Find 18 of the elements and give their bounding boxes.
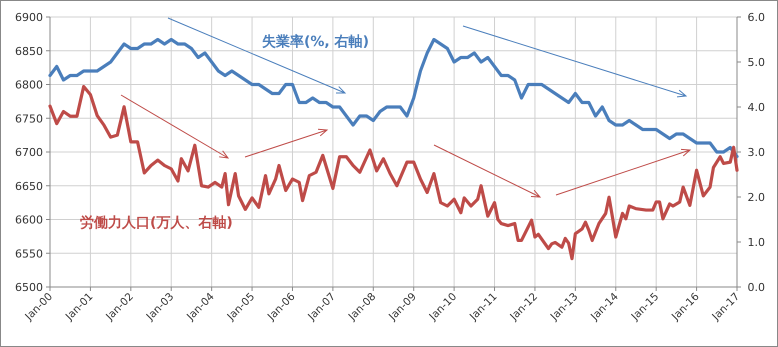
y2-tick-label: 6.0 (748, 11, 765, 24)
y2-tick-label: 5.0 (748, 56, 765, 69)
y2-tick-label: 4.0 (748, 101, 765, 114)
y-tick-label: 6900 (15, 11, 43, 24)
y-tick-label: 6700 (15, 146, 43, 159)
y2-tick-label: 3.0 (748, 146, 765, 159)
y-tick-label: 6600 (15, 214, 43, 226)
y-tick-label: 6800 (15, 78, 43, 92)
text: 失業率(%, 右軸) (262, 33, 370, 50)
y-tick-label: 6750 (15, 112, 43, 126)
y-tick-label: 6500 (15, 281, 43, 294)
y-tick-label: 6650 (15, 180, 43, 193)
y2-tick-label: 2.0 (748, 191, 765, 204)
series-label: 労働力人口(万人、右軸) (80, 215, 233, 231)
y2-tick-label: 1.0 (748, 236, 765, 249)
y-tick-label: 6850 (15, 44, 43, 58)
y-tick-label: 6550 (15, 247, 43, 260)
y2-tick-label: 0.0 (748, 281, 765, 294)
